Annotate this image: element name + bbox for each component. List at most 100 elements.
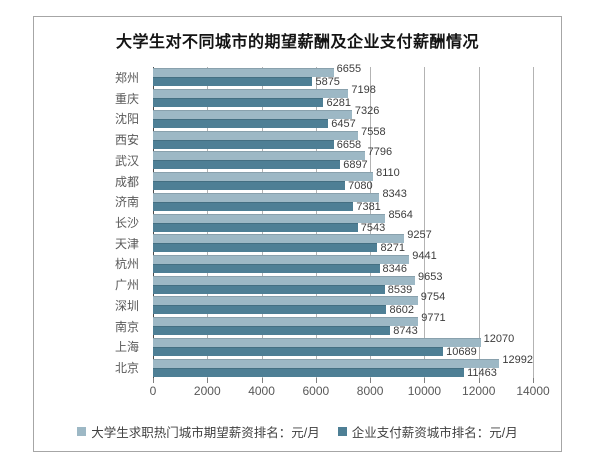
gridline: [533, 67, 534, 378]
bar-row: 6655 5875: [153, 64, 533, 89]
expected-salary-bar: [153, 317, 419, 327]
axis-tick: [153, 378, 154, 383]
category-label: 沈阳: [114, 112, 139, 127]
axis-tick: [315, 378, 317, 383]
bar-value-label: 6457: [331, 117, 356, 130]
category-label: 济南: [114, 195, 139, 210]
category-label: 郑州: [114, 70, 139, 85]
bar-value-label: 9653: [418, 270, 443, 283]
axis-tick: [207, 378, 209, 383]
expected-salary-bar-line: 8564: [153, 209, 533, 223]
bar-value-label: 7326: [354, 104, 380, 117]
expected-salary-bar: [153, 213, 386, 223]
bar-value-label: 7796: [367, 146, 393, 159]
expected-salary-bar-line: 6655: [153, 64, 533, 78]
bar-value-label: 8539: [387, 283, 413, 296]
bar-value-label: 9441: [412, 249, 437, 262]
bar-row: 9441 8346: [153, 249, 533, 274]
x-tick-label: 0: [149, 384, 157, 398]
paid-salary-bar-line: 7080: [153, 180, 533, 193]
paid-salary-bar-line: 6897: [153, 159, 533, 172]
bar-value-label: 8343: [382, 187, 407, 200]
bar-value-label: 5875: [315, 76, 340, 89]
paid-salary-bar: [153, 326, 391, 336]
legend-swatch-paid-icon: [337, 427, 347, 436]
expected-salary-bar-line: 12992: [153, 354, 533, 368]
axis-tick: [533, 378, 534, 383]
plot-area: 6655 5875 7198 6281 7326 6457 7558 6658 7796 6897…: [153, 64, 534, 383]
expected-salary-bar: [153, 296, 418, 306]
bar-value-label: 10689: [446, 345, 477, 358]
bar-row: 8343 7381: [153, 188, 533, 212]
expected-salary-bar-line: 7326: [153, 105, 533, 119]
paid-salary-bar-line: 8346: [153, 263, 533, 274]
bar-value-label: 7543: [360, 221, 386, 234]
paid-salary-bar-line: 7381: [153, 201, 533, 212]
chart-frame: 大学生对不同城市的期望薪酬及企业支付薪酬情况 郑州 重庆 沈阳 西安 武汉 成都 济南 长沙天…: [33, 16, 562, 452]
bar-value-label: 6897: [343, 159, 368, 172]
category-label: 南京: [114, 319, 139, 334]
axis-tick: [370, 378, 372, 383]
expected-salary-bar: [153, 172, 374, 182]
bar-row: 7326 6457: [153, 105, 533, 130]
paid-salary-bar-line: 6457: [153, 117, 533, 130]
paid-salary-bar-line: 8602: [153, 304, 533, 317]
x-tick-label: 8000: [356, 384, 384, 398]
expected-salary-bar-line: 7558: [153, 126, 533, 140]
expected-salary-bar: [153, 275, 415, 285]
paid-salary-bar: [153, 305, 387, 315]
bar-value-label: 12992: [502, 353, 533, 366]
bar-row: 9653 8539: [153, 271, 533, 296]
bar-value-label: 8602: [389, 304, 414, 317]
legend-item-paid: 企业支付薪资城市排名：元/月: [337, 422, 518, 441]
expected-salary-bar-line: 9257: [153, 230, 533, 244]
bar-value-label: 9754: [420, 291, 446, 304]
paid-salary-bar: [153, 284, 385, 294]
expected-salary-bar: [153, 234, 405, 244]
paid-salary-bar: [153, 367, 465, 377]
bar-value-label: 6281: [326, 97, 351, 110]
y-axis-labels: 郑州 重庆 沈阳 西安 武汉 成都 济南 长沙 天津 杭州 广州 深圳 南京 上海 北京: [34, 67, 146, 378]
paid-salary-bar: [153, 160, 341, 170]
chart-title: 大学生对不同城市的期望薪酬及企业支付薪酬情况: [115, 34, 479, 51]
bar-row: 8564 7543: [153, 209, 533, 234]
expected-salary-bar-line: 9653: [153, 271, 533, 285]
bar-value-label: 9771: [421, 312, 446, 325]
paid-salary-bar: [153, 139, 334, 149]
paid-salary-bar-line: 8539: [153, 283, 533, 296]
bar-row: 12070 10689: [153, 332, 533, 358]
bar-value-label: 12070: [483, 332, 515, 345]
expected-salary-bar-line: 7796: [153, 147, 533, 161]
gridline: [370, 67, 372, 378]
legend-label-paid: 企业支付薪资城市排名：元/月: [351, 426, 518, 440]
bar-row: 8110 7080: [153, 168, 533, 193]
x-axis-labels: 0 2000 4000 6000 8000 10000 12000 14000: [149, 384, 550, 399]
bar-value-label: 7558: [361, 125, 386, 138]
category-label: 重庆: [114, 91, 139, 106]
paid-salary-bar-line: 6281: [153, 97, 533, 110]
category-label: 深圳: [114, 298, 139, 313]
expected-salary-bar: [153, 358, 500, 368]
x-tick-label: 14000: [516, 384, 550, 398]
bar-row: 12992 11463: [153, 354, 533, 379]
expected-salary-bar-line: 9771: [153, 313, 533, 327]
expected-salary-bar: [153, 68, 334, 78]
bar-value-label: 7080: [348, 180, 373, 193]
paid-salary-bar: [153, 77, 313, 87]
paid-salary-bar-line: 6658: [153, 139, 533, 150]
legend-item-expected: 大学生求职热门城市期望薪资排名：元/月: [77, 422, 320, 441]
bar-row: 7198 6281: [153, 85, 533, 110]
expected-salary-bar: [153, 337, 481, 347]
expected-salary-bar-line: 8343: [153, 188, 533, 202]
paid-salary-bar-line: 7543: [153, 221, 533, 234]
paid-salary-bar: [153, 243, 378, 253]
x-tick-label: 2000: [193, 384, 221, 398]
paid-salary-bar: [153, 222, 358, 232]
expected-salary-bar: [153, 89, 349, 99]
expected-salary-bar: [153, 151, 365, 161]
paid-salary-bar: [153, 98, 324, 108]
bar-row: 9771 8743: [153, 313, 533, 338]
bar-value-label: 11463: [467, 366, 497, 379]
bar-value-label: 8743: [393, 325, 418, 338]
paid-salary-bar-line: 11463: [153, 366, 533, 379]
